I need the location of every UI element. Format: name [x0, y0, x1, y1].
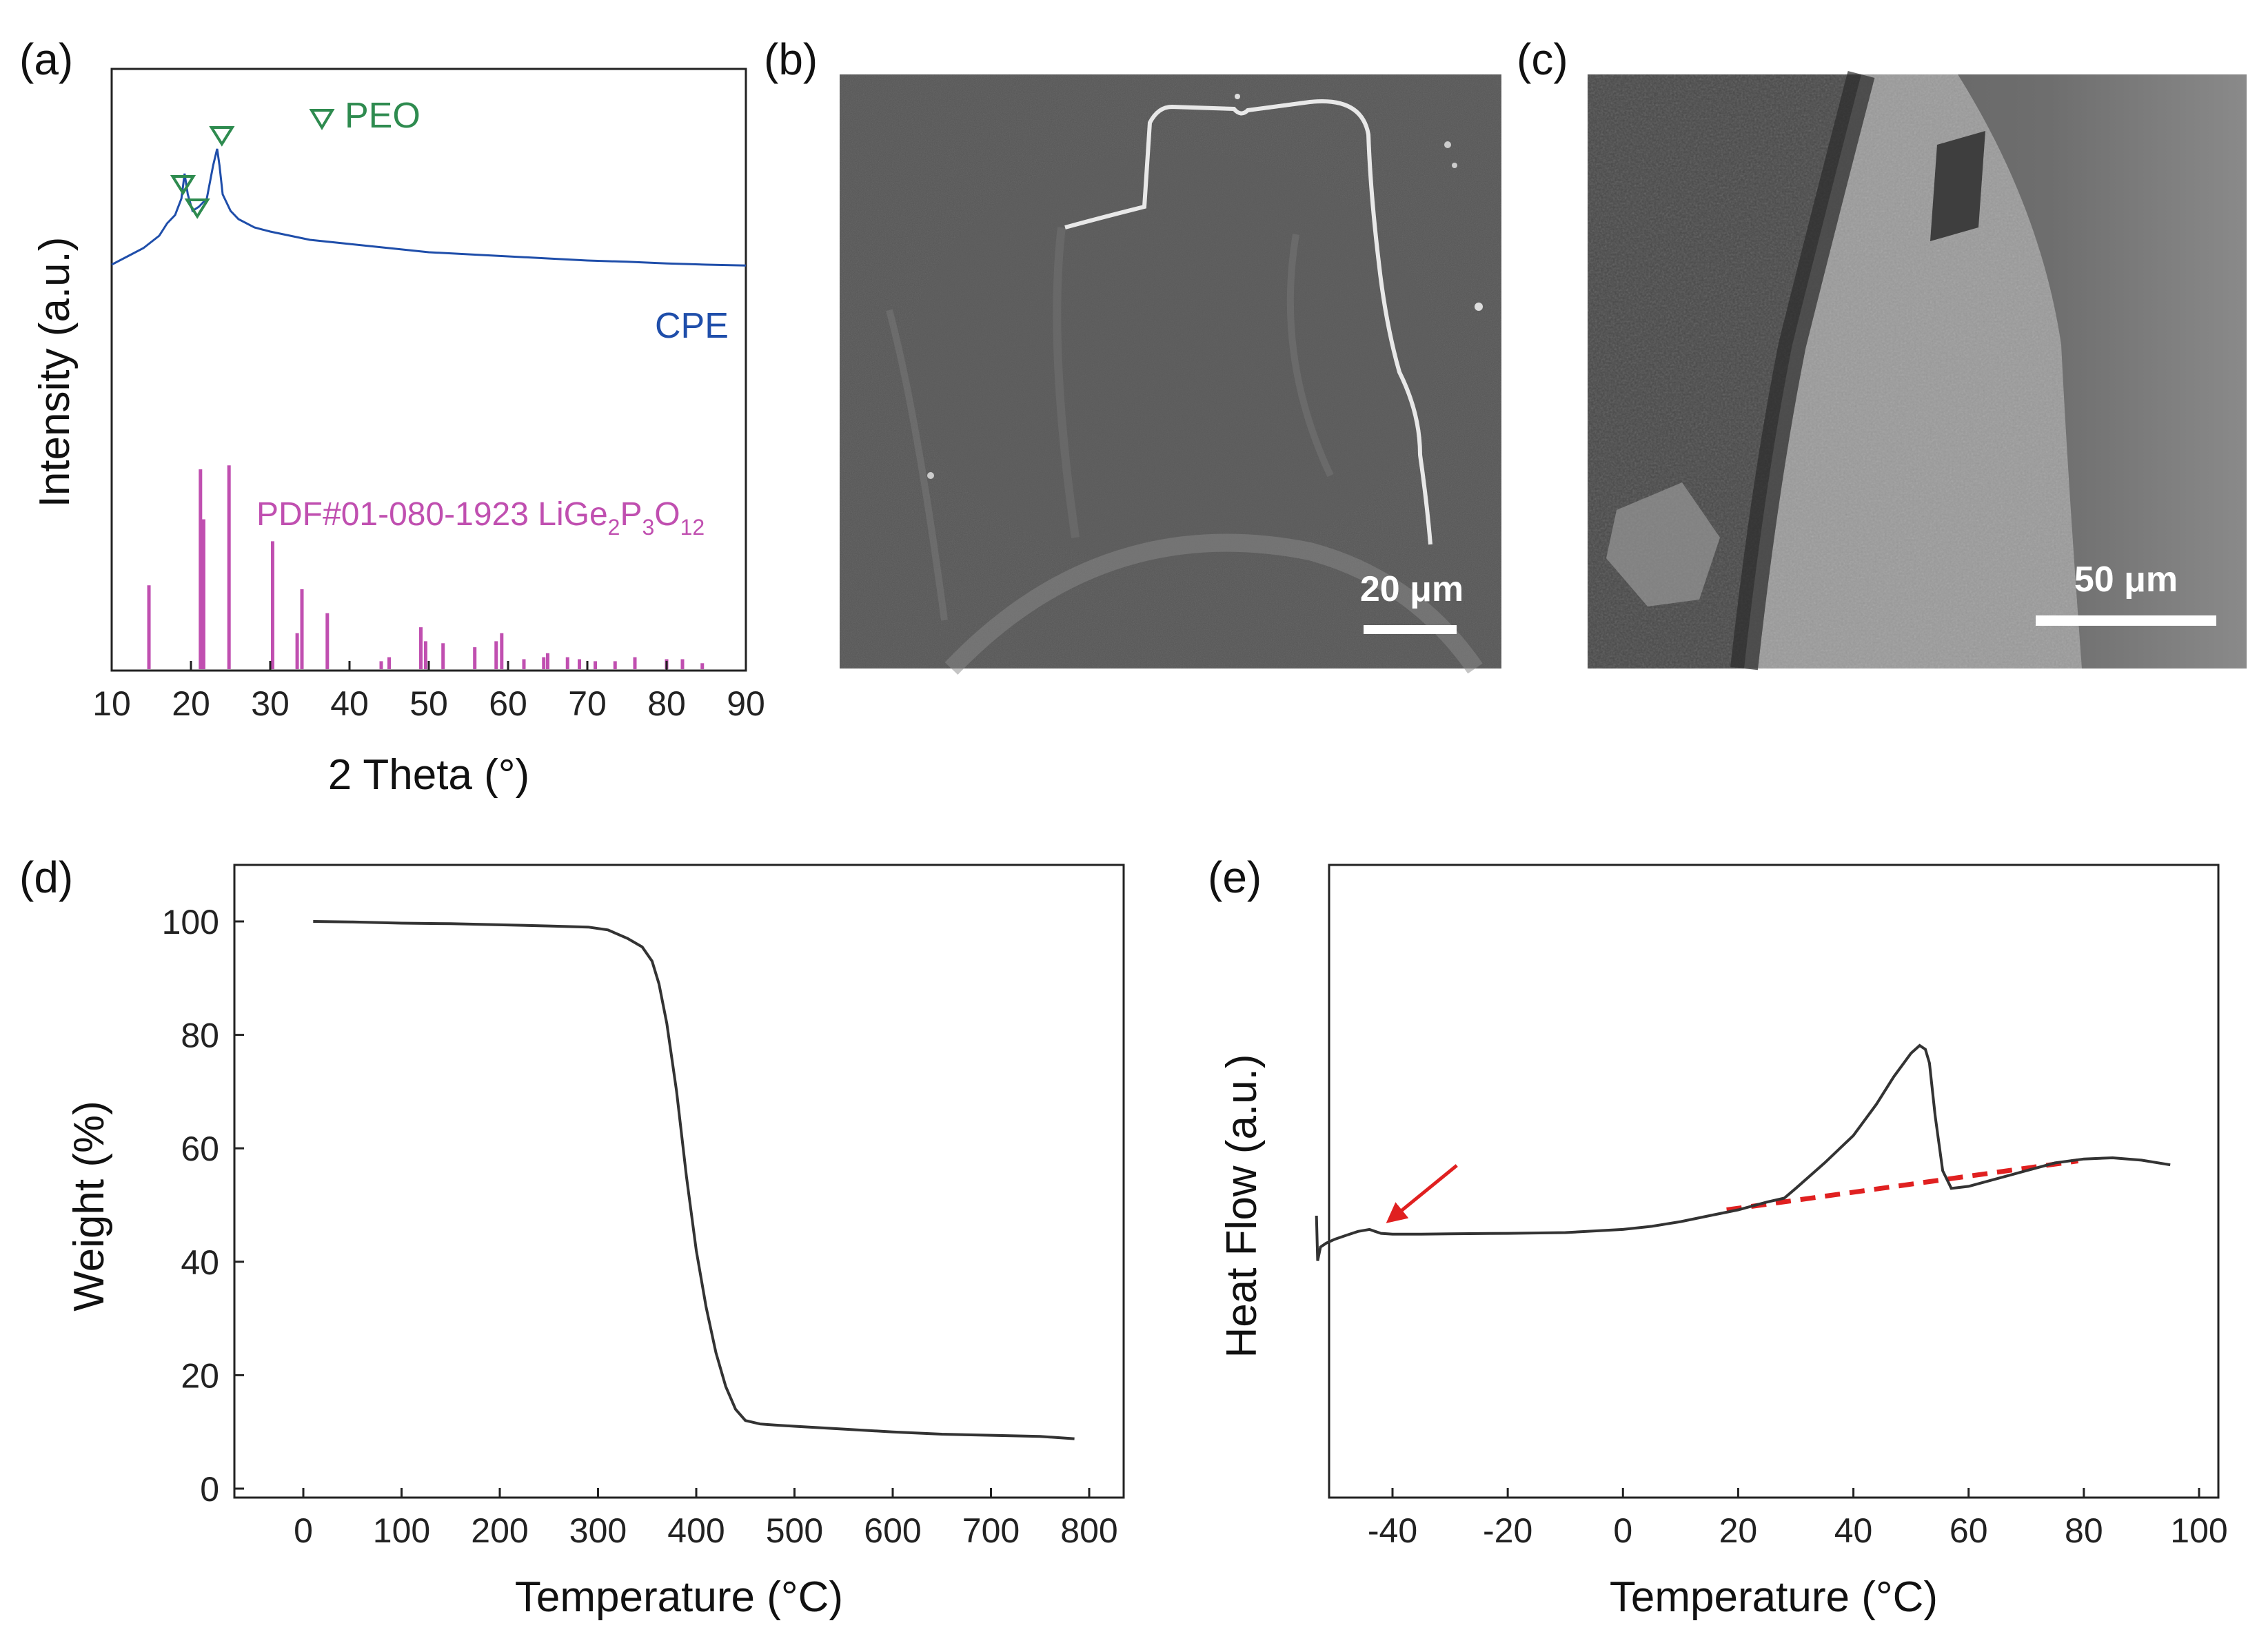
cpe-series-line: [111, 148, 747, 267]
sem-image-surface: 20 μm: [840, 74, 1501, 675]
dsc-plot-frame: [1328, 864, 2220, 1499]
dsc-chart: -40 -20 0 20 40 60 80 100 Heat Flow (a.u.) Temp…: [1218, 864, 2228, 1621]
tga-x-tick-label: 0: [294, 1511, 313, 1550]
tga-x-axis-title: Temperature (°C): [515, 1573, 843, 1621]
xrd-chart: 10 20 30 40 50 60 70 80 90 PEO CPE PDF#01-080-19…: [31, 68, 765, 799]
panel-label-e: (e): [1208, 853, 1262, 902]
pdf-reference-label: PDF#01-080-1923 LiGe2P3O12: [256, 496, 705, 540]
dsc-x-tick-label: 40: [1834, 1511, 1873, 1550]
dsc-x-tick-label: -20: [1483, 1511, 1532, 1550]
xrd-x-axis-title: 2 Theta (°): [328, 751, 529, 799]
xrd-plot-frame: [110, 68, 747, 672]
tga-chart: 0 20 40 60 80 100 0 100 200 300 400 500 600 700 800 W…: [65, 864, 1125, 1621]
sem-image-cross-section: 50 μm: [1588, 70, 2247, 671]
dsc-x-tick-label: 0: [1613, 1511, 1632, 1550]
dsc-x-tick-label: -40: [1368, 1511, 1417, 1550]
tga-y-tick-label: 80: [181, 1017, 219, 1055]
dsc-baseline-dashed: [1726, 1159, 2078, 1212]
tga-y-ticks: 0 20 40 60 80 100: [162, 903, 244, 1509]
peo-legend-triangle-icon: [309, 109, 335, 130]
xrd-x-tick-label: 10: [92, 684, 131, 723]
xrd-x-tick-label: 30: [251, 684, 290, 723]
tga-y-axis-title: Weight (%): [65, 1101, 113, 1312]
xrd-x-tick-label: 70: [568, 684, 607, 723]
peo-peak-triangle-icon: [209, 126, 235, 147]
pdf-reference-bars: [147, 465, 705, 669]
tga-y-tick-label: 0: [200, 1470, 219, 1509]
dsc-x-tick-label: 60: [1950, 1511, 1988, 1550]
dsc-x-tick-label: 80: [2065, 1511, 2103, 1550]
xrd-x-tick-label: 40: [330, 684, 369, 723]
peo-peak-markers: [170, 126, 235, 219]
tga-plot-frame: [233, 864, 1125, 1499]
panel-label-b: (b): [764, 34, 818, 84]
scale-bar-label-c: 50 μm: [2074, 560, 2178, 600]
panel-label-c: (c): [1517, 34, 1568, 84]
peo-peak-triangle-icon: [170, 175, 196, 196]
dsc-x-axis-title: Temperature (°C): [1610, 1573, 1938, 1621]
tga-x-tick-label: 500: [766, 1511, 823, 1550]
tga-y-tick-label: 40: [181, 1243, 219, 1282]
cpe-series-label: CPE: [655, 306, 729, 346]
tga-weight-line: [313, 920, 1075, 1440]
tga-x-ticks: 0 100 200 300 400 500 600 700 800: [294, 1488, 1118, 1550]
scale-bar-c: [2036, 615, 2216, 626]
panel-label-d: (d): [19, 853, 73, 902]
xrd-x-ticks: 10 20 30 40 50 60 70 80 90: [92, 661, 765, 723]
xrd-x-tick-label: 60: [489, 684, 527, 723]
dsc-x-ticks: -40 -20 0 20 40 60 80 100: [1368, 1488, 2228, 1550]
dsc-heat-flow-line: [1315, 1043, 2171, 1261]
tga-y-tick-label: 60: [181, 1130, 219, 1168]
xrd-x-tick-label: 80: [647, 684, 686, 723]
tga-x-tick-label: 700: [962, 1511, 1020, 1550]
dsc-y-axis-title: Heat Flow (a.u.): [1218, 1054, 1266, 1358]
dsc-x-tick-label: 20: [1719, 1511, 1758, 1550]
dsc-x-tick-label: 100: [2170, 1511, 2227, 1550]
scale-bar-label-b: 20 μm: [1360, 569, 1464, 609]
tga-y-tick-label: 100: [162, 903, 219, 941]
sem-crack-line: [1064, 99, 1432, 545]
tga-x-tick-label: 400: [667, 1511, 725, 1550]
peo-peak-triangle-icon: [184, 198, 210, 219]
panel-label-a: (a): [19, 34, 73, 84]
xrd-x-tick-label: 90: [727, 684, 765, 723]
tga-x-tick-label: 300: [569, 1511, 627, 1550]
tga-x-tick-label: 200: [471, 1511, 528, 1550]
scale-bar-b: [1364, 625, 1457, 634]
tga-x-tick-label: 600: [864, 1511, 921, 1550]
xrd-x-tick-label: 20: [172, 684, 210, 723]
tga-y-tick-label: 20: [181, 1356, 219, 1395]
xrd-x-tick-label: 50: [409, 684, 448, 723]
tga-x-tick-label: 100: [373, 1511, 430, 1550]
glass-transition-arrow: [1386, 1164, 1458, 1223]
xrd-y-axis-title: Intensity (a.u.): [31, 237, 79, 508]
tga-x-tick-label: 800: [1060, 1511, 1117, 1550]
peo-legend-label: PEO: [345, 96, 421, 136]
